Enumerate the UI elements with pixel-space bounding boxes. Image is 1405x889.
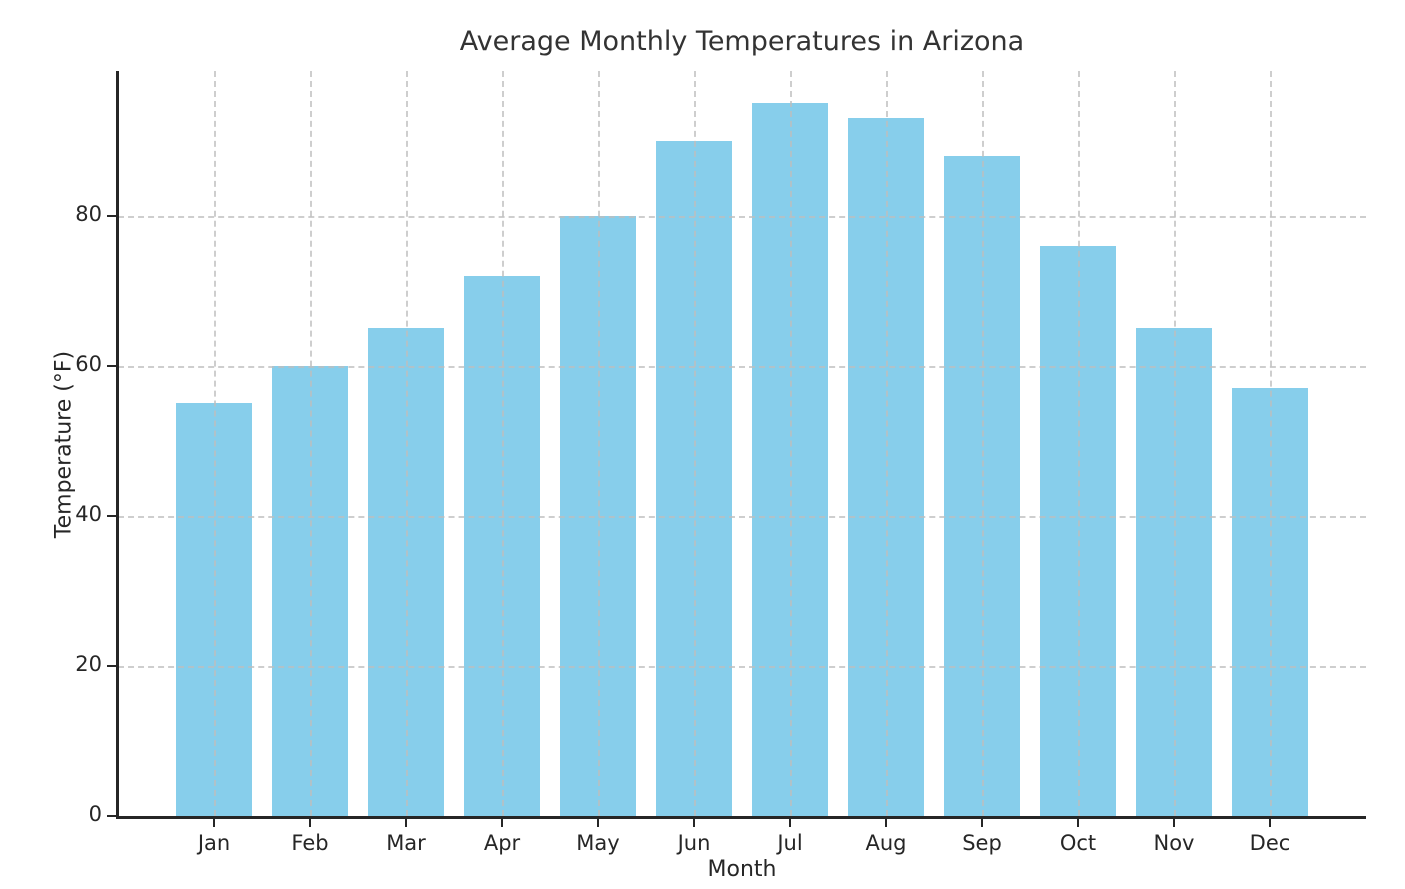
y-tick-label: 80 xyxy=(75,201,102,226)
bar-sep xyxy=(943,155,1021,816)
x-tick-label: Apr xyxy=(483,831,521,855)
x-tick-mark xyxy=(309,818,311,827)
x-tick-label: Jan xyxy=(197,831,231,855)
bar-may xyxy=(559,215,637,816)
x-tick-label: Nov xyxy=(1153,831,1195,855)
x-tick-mark xyxy=(1173,818,1175,827)
y-tick-mark xyxy=(107,214,116,217)
y-tick-mark xyxy=(107,664,116,667)
bar-dec xyxy=(1231,388,1309,816)
bar-jan xyxy=(175,403,253,816)
x-tick-mark xyxy=(693,818,695,827)
x-tick-label: Feb xyxy=(291,831,329,855)
x-tick-mark xyxy=(501,818,503,827)
bar-nov xyxy=(1135,328,1213,816)
bar-jul xyxy=(751,103,829,816)
plot-area xyxy=(118,71,1366,816)
y-tick-mark xyxy=(107,815,116,817)
x-tick-label: Jul xyxy=(777,831,803,855)
x-tick-mark xyxy=(405,818,407,827)
y-tick-label: 40 xyxy=(75,501,102,526)
x-tick-mark xyxy=(213,818,215,827)
bar-jun xyxy=(655,140,733,816)
x-tick-label: Mar xyxy=(386,831,426,855)
x-axis-label: Month xyxy=(707,857,777,882)
y-tick-mark xyxy=(107,364,116,367)
x-tick-mark xyxy=(1269,818,1271,827)
y-tick-label: 60 xyxy=(75,351,102,376)
x-tick-label: Dec xyxy=(1249,831,1291,855)
x-tick-mark xyxy=(597,818,599,827)
chart-title: Average Monthly Temperatures in Arizona xyxy=(459,26,1025,57)
bars-layer xyxy=(118,71,1366,816)
y-tick-label: 20 xyxy=(75,651,102,676)
x-axis-spine xyxy=(116,816,1366,819)
y-tick-mark xyxy=(107,514,116,517)
bar-oct xyxy=(1039,245,1117,816)
x-tick-label: Jun xyxy=(677,831,711,855)
x-tick-mark xyxy=(885,818,887,827)
bar-apr xyxy=(463,275,541,816)
y-tick-label: 0 xyxy=(88,802,102,826)
x-tick-label: Aug xyxy=(865,831,907,855)
bar-mar xyxy=(367,328,445,816)
y-axis-label: Temperature (°F) xyxy=(51,350,77,539)
y-axis-spine xyxy=(116,71,119,818)
bar-aug xyxy=(847,118,925,816)
x-tick-mark xyxy=(981,818,983,827)
x-tick-label: Oct xyxy=(1059,831,1097,855)
bar-feb xyxy=(271,365,349,816)
x-tick-label: Sep xyxy=(962,831,1002,855)
x-tick-mark xyxy=(789,818,791,827)
x-tick-label: May xyxy=(576,831,620,855)
x-tick-mark xyxy=(1077,818,1079,827)
